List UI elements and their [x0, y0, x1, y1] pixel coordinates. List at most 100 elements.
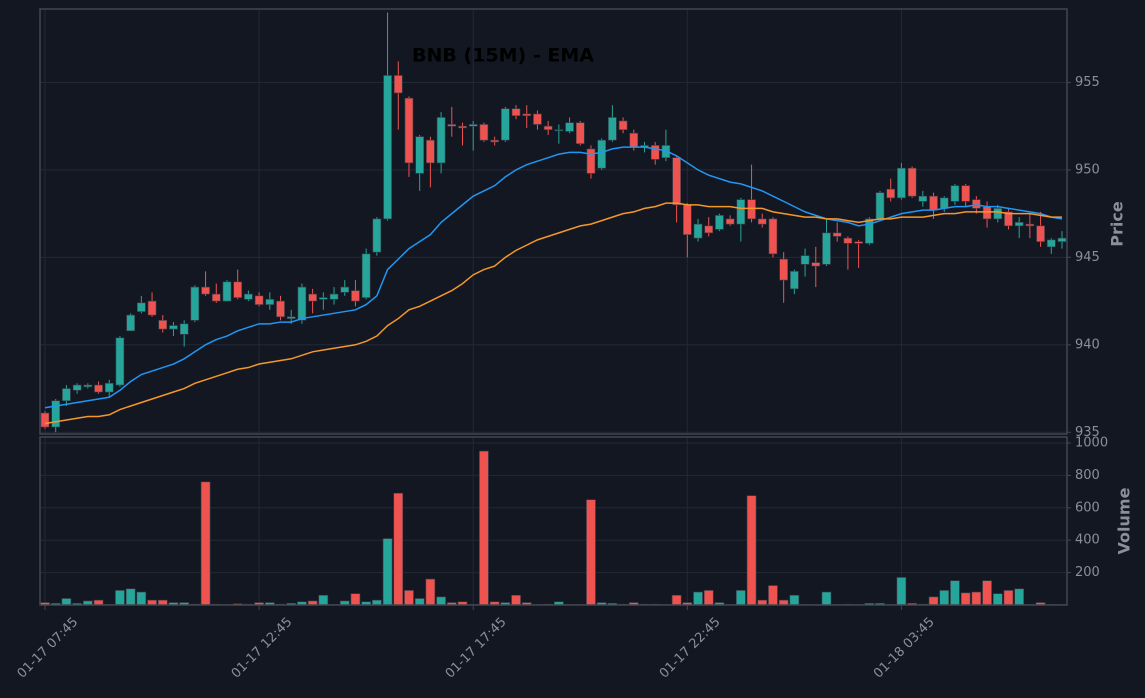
candle-body	[673, 158, 681, 205]
volume-bar	[983, 581, 992, 605]
candle-body	[1015, 222, 1023, 225]
candle-body	[983, 207, 991, 219]
candle-body	[362, 254, 370, 298]
candle-body	[951, 186, 959, 202]
candle-body	[341, 287, 349, 292]
candle-body	[705, 226, 713, 233]
y-tick-label: 945	[1075, 250, 1100, 265]
volume-bar	[961, 593, 970, 605]
y-tick-label: 955	[1075, 75, 1100, 90]
candle-body	[469, 124, 477, 126]
candle-body	[330, 294, 338, 299]
price-axis-title: Price	[1108, 201, 1127, 247]
candle-body	[1047, 240, 1055, 247]
candle-body	[41, 413, 49, 427]
volume-bar	[929, 597, 938, 605]
candle-body	[758, 219, 766, 224]
volume-bar	[950, 581, 959, 605]
volume-bar	[383, 539, 392, 605]
candle-body	[855, 242, 863, 244]
candle-body	[351, 291, 359, 301]
volume-bar	[694, 592, 703, 605]
candle-body	[555, 130, 563, 131]
volume-bar	[586, 500, 595, 605]
candle-body	[116, 338, 124, 385]
candle-body	[544, 126, 552, 129]
volume-bar	[1015, 589, 1024, 605]
candle-body	[566, 123, 574, 132]
candle-body	[212, 294, 220, 301]
candle-body	[73, 385, 81, 390]
candle-body	[833, 233, 841, 236]
candle-body	[1058, 238, 1066, 241]
candle-body	[748, 200, 756, 219]
candle-body	[137, 303, 145, 312]
candle-body	[169, 326, 177, 329]
y-tick-label: 200	[1075, 565, 1100, 580]
volume-bar	[822, 592, 831, 605]
candle-body	[780, 259, 788, 280]
candle-body	[105, 383, 113, 392]
candle-body	[1026, 224, 1034, 226]
candle-body	[962, 186, 970, 202]
candle-body	[405, 98, 413, 163]
volume-bar	[115, 590, 124, 605]
volume-bar	[993, 594, 1002, 605]
candle-body	[148, 301, 156, 315]
volume-bar	[790, 595, 799, 605]
candle-body	[180, 324, 188, 334]
volume-bar	[1004, 590, 1013, 605]
volume-bar	[415, 599, 424, 605]
candle-body	[919, 196, 927, 201]
y-tick-label: 800	[1075, 468, 1100, 483]
candle-body	[480, 124, 488, 140]
candle-body	[822, 233, 830, 264]
candle-body	[373, 219, 381, 252]
volume-bar	[972, 592, 981, 605]
candle-body	[737, 200, 745, 224]
candle-body	[191, 287, 199, 320]
candle-body	[812, 263, 820, 266]
volume-bar	[351, 594, 360, 605]
volume-bar	[736, 590, 745, 605]
candle-body	[426, 140, 434, 163]
candle-body	[608, 117, 616, 140]
candle-body	[437, 117, 445, 162]
volume-bar	[897, 577, 906, 605]
candle-body	[651, 145, 659, 159]
candle-body	[801, 256, 809, 265]
candle-body	[897, 168, 905, 198]
candle-body	[244, 294, 252, 299]
candle-body	[501, 109, 509, 140]
candle-body	[298, 287, 306, 320]
candle-body	[287, 317, 295, 319]
volume-bar	[319, 595, 328, 605]
volume-bar	[672, 595, 681, 605]
chart-title: BNB (15M) - EMA	[412, 45, 594, 67]
candle-body	[1037, 226, 1045, 242]
volume-bar	[426, 579, 435, 605]
candle-body	[523, 114, 531, 116]
candle-body	[940, 198, 948, 208]
candle-body	[458, 126, 466, 128]
candle-body	[769, 219, 777, 254]
candle-body	[630, 133, 638, 147]
candle-body	[416, 137, 424, 174]
volume-bar	[394, 493, 403, 605]
volume-bar	[479, 451, 488, 605]
candle-body	[384, 75, 392, 218]
candle-body	[683, 205, 691, 235]
y-tick-label: 400	[1075, 533, 1100, 548]
volume-bar	[437, 597, 446, 605]
volume-bar	[201, 482, 210, 605]
candle-body	[234, 282, 242, 298]
candle-body	[512, 109, 520, 116]
candle-body	[84, 385, 92, 387]
candle-body	[908, 168, 916, 196]
y-tick-label: 950	[1075, 162, 1100, 177]
candle-body	[533, 114, 541, 124]
volume-bar	[747, 496, 756, 605]
y-tick-label: 1000	[1075, 435, 1108, 450]
